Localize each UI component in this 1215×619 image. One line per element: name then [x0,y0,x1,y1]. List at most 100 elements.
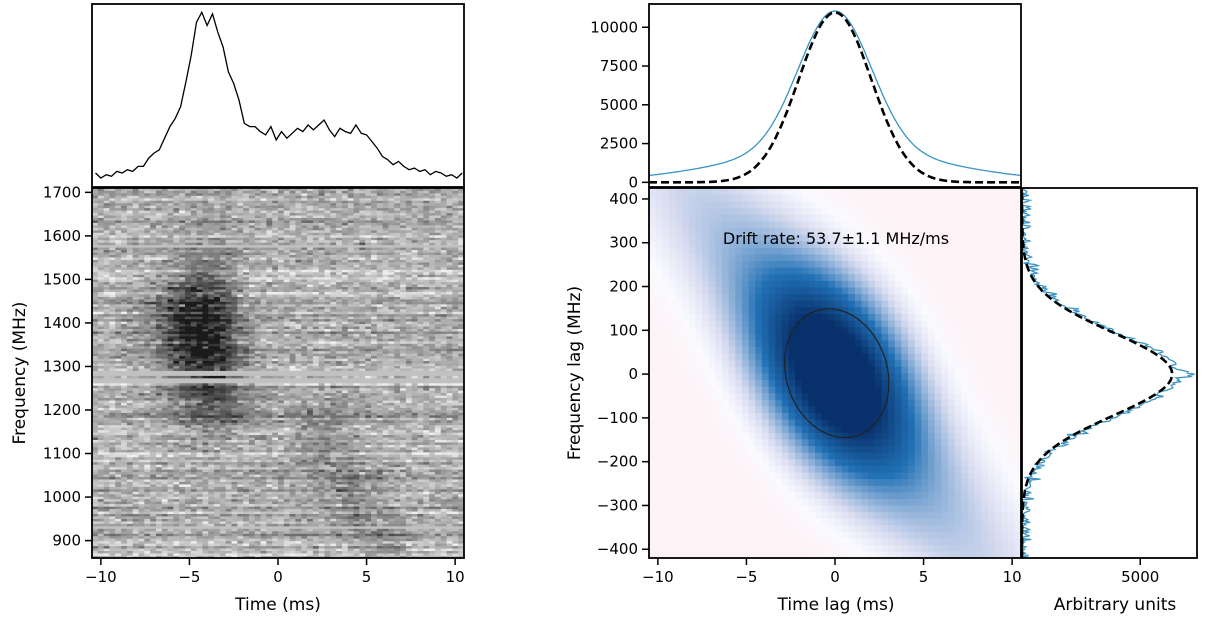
spectrum-cell [429,521,436,524]
spectrum-cell [295,516,302,519]
spectrum-cell [144,456,151,460]
spectrum-cell [121,491,128,495]
spectrum-cell [103,506,110,510]
spectrum-cell [440,368,447,371]
spectrum-cell [330,451,337,455]
spectrum-cell [161,434,168,438]
spectrum-cell [132,373,139,376]
spectrum-cell [336,449,343,453]
spectrum-cell [400,368,407,371]
spectrum-cell [167,538,174,542]
spectrum-cell [394,439,401,443]
spectrum-cell [196,456,203,460]
spectrum-cell [208,370,215,374]
spectrum-cell [341,365,349,369]
spectrum-cell [365,382,372,386]
spectrum-cell [336,530,343,534]
spectrum-cell [260,484,267,487]
spectrum-cell [376,548,384,551]
spectrum-cell [336,533,343,537]
spectrum-cell [272,518,279,522]
spectrum-cell [289,414,296,418]
spectrum-cell [301,503,308,507]
spectrum-cell [400,407,407,411]
spectrum-cell [231,380,238,384]
spectrum-cell [365,464,372,468]
spectrum-cell [417,518,424,522]
spectrum-cell [150,486,157,490]
spectrum-cell [208,368,215,371]
spectrum-cell [405,535,413,539]
spectrum-cell [115,521,122,524]
spectrum-cell [248,422,256,426]
spectrum-cell [423,382,430,386]
spectrum-cell [225,377,232,381]
spectrum-cell [167,459,174,463]
spectrum-cell [289,506,296,510]
spectrum-cell [324,543,331,547]
spectrum-cell [434,427,442,431]
spectrum-cell [295,555,302,558]
spectrum-cell [219,387,227,391]
spectrum-cell [155,459,163,463]
spectrum-cell [202,498,209,502]
spectrum-cell [289,545,296,549]
spectrum-cell [417,387,424,391]
spectrum-cell [132,471,139,475]
spectrum-cell [446,476,453,480]
spectrum-cell [347,528,354,532]
spectrum-cell [196,501,203,505]
spectrum-cell [103,533,110,537]
spectrum-cell [208,496,215,500]
spectrum-cell [202,491,209,495]
spectrum-cell [347,474,354,477]
spectrum-cell [185,397,192,401]
spectrum-cell [429,535,436,539]
spectrum-cell [312,535,320,539]
spectrum-cell [243,439,250,443]
spectrum-cell [266,422,273,426]
spectrum-cell [243,538,250,542]
spectrum-cell [237,442,244,445]
spectrum-cell [440,491,447,495]
spectrum-cell [173,392,180,396]
spectrum-cell [260,437,267,440]
spectrum-cell [318,373,325,376]
spectrum-cell [423,429,430,433]
spectrum-cell [452,382,459,386]
spectrum-cell [324,375,331,379]
spectrum-cell [278,373,285,376]
spectrum-cell [353,390,360,394]
spectrum-cell [173,469,180,473]
spectrum-cell [400,508,407,512]
spectrum-cell [371,395,378,399]
spectrum-cell [208,523,215,527]
spectrum-cell [434,543,442,547]
spectrum-cell [429,434,436,438]
spectrum-cell [324,410,331,413]
spectrum-cell [365,422,372,426]
spectrum-cell [214,521,221,524]
spectrum-cell [324,405,331,408]
spectrum-cell [155,466,163,470]
spectrum-cell [144,444,151,448]
spectrum-cell [225,417,232,421]
spectrum-cell [237,474,244,477]
spectrum-cell [190,533,198,537]
spectrum-cell [92,466,99,470]
spectrum-cell [179,521,186,524]
spectrum-cell [312,402,320,406]
spectrum-cell [260,390,267,394]
spectrum-cell [243,533,250,537]
spectrum-cell [272,387,279,391]
spectrum-cell [109,422,116,426]
spectrum-cell [150,395,157,399]
spectrum-cell [324,535,331,539]
spectrum-cell [434,533,442,537]
spectrum-cell [150,466,157,470]
spectrum-cell [307,513,314,517]
spectrum-cell [458,481,464,485]
spectrum-cell [202,414,209,418]
spectrum-cell [214,434,221,438]
spectrum-cell [173,422,180,426]
